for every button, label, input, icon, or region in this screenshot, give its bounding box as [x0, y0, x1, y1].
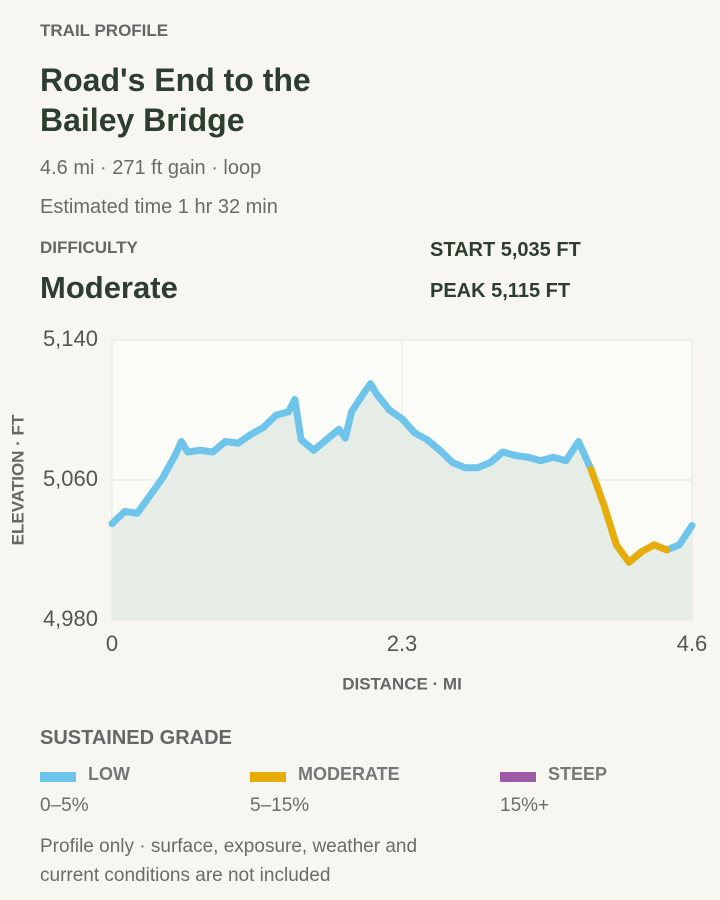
elevation-line: [108, 380, 595, 528]
trail-time: Estimated time 1 hr 32 min: [40, 196, 278, 218]
trail-title: Road's End to the Bailey Bridge: [40, 62, 311, 138]
x-tick-label: 0: [106, 631, 118, 656]
elevation-line: [587, 466, 671, 566]
x-axis-title: DISTANCE · MI: [342, 674, 462, 693]
y-tick-label: 4,980: [43, 606, 98, 631]
y-tick-label: 5,060: [43, 466, 98, 491]
legend-name: STEEP: [548, 764, 608, 784]
start-elevation: START 5,035 FT: [430, 239, 581, 261]
x-tick-label: 2.3: [387, 631, 418, 656]
legend-range: 15%+: [500, 795, 550, 816]
chart: 4,980 5,060 5,140 0 2.3 4.6 DISTANCE · MI ELEVA…: [8, 326, 708, 694]
legend-title: SUSTAINED GRADE: [40, 727, 232, 749]
difficulty: Moderate: [40, 270, 178, 305]
elevation-line: [663, 522, 696, 554]
y-tick-label: 5,140: [43, 326, 98, 351]
legend-range: 5–15%: [250, 795, 310, 816]
x-tick-label: 4.6: [677, 631, 708, 656]
eyebrow: TRAIL PROFILE: [40, 21, 169, 40]
y-axis-title: ELEVATION · FT: [8, 414, 27, 545]
trail-meta: 4.6 mi · 271 ft gain · loop: [40, 157, 262, 179]
elevation-area: [591, 469, 667, 620]
difficulty-label: DIFFICULTY: [40, 238, 138, 257]
footnote: Profile only · surface, exposure, weathe…: [40, 836, 418, 886]
legend-swatch: [40, 772, 76, 782]
legend: LOW 0–5% MODERATE 5–15% STEEP 15%+: [0, 764, 720, 824]
legend-swatch: [250, 772, 286, 782]
legend-name: MODERATE: [298, 764, 400, 784]
peak-elevation: PEAK 5,115 FT: [430, 280, 571, 302]
legend-swatch: [500, 772, 536, 782]
legend-name: LOW: [88, 764, 130, 784]
legend-range: 0–5%: [40, 795, 89, 816]
